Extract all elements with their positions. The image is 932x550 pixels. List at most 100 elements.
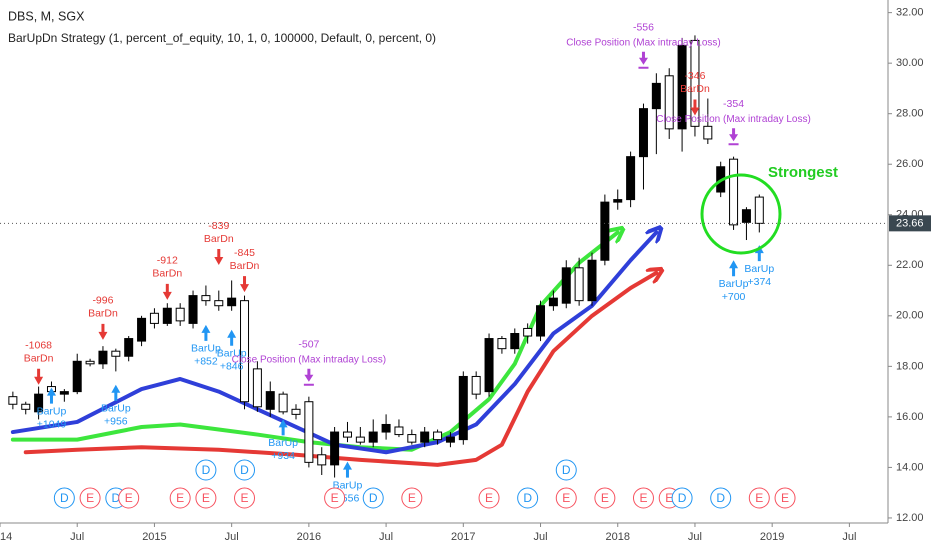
signal-pnl: +374 bbox=[747, 276, 771, 288]
y-tick-label: 22.00 bbox=[896, 259, 924, 271]
signal-pnl: -346 bbox=[684, 70, 705, 82]
candle-body bbox=[98, 350, 108, 365]
candle-body bbox=[317, 454, 327, 466]
candle-body bbox=[111, 350, 121, 357]
event-marker bbox=[671, 487, 693, 509]
candle-body bbox=[381, 423, 391, 433]
candle-body bbox=[252, 368, 262, 408]
last-price-label: 23.66 bbox=[896, 217, 924, 229]
candle-body bbox=[407, 434, 417, 443]
candle-body bbox=[342, 431, 352, 438]
candle-body bbox=[510, 333, 520, 350]
candles bbox=[8, 35, 764, 478]
signal-arrow bbox=[729, 260, 739, 277]
y-tick-label: 18.00 bbox=[896, 360, 924, 372]
event-marker bbox=[774, 487, 796, 509]
event-label: E bbox=[755, 491, 763, 505]
candle-body bbox=[561, 267, 571, 304]
signal-label: BarUp bbox=[101, 403, 131, 415]
signal-label: BarDn bbox=[88, 308, 118, 320]
y-tick-label: 20.00 bbox=[896, 310, 924, 322]
signal-arrow bbox=[111, 384, 121, 401]
signal-pnl: -354 bbox=[723, 98, 744, 110]
signal-label: BarDn bbox=[24, 353, 54, 365]
candle-body bbox=[291, 408, 301, 415]
x-tick-label: 2015 bbox=[142, 531, 166, 543]
x-tick-label: Jul bbox=[70, 531, 84, 543]
candle-body bbox=[741, 209, 751, 223]
signal-pnl: -839 bbox=[208, 220, 229, 232]
annotation: Strongest bbox=[768, 164, 838, 181]
event-label: E bbox=[331, 491, 339, 505]
candle-body bbox=[188, 295, 198, 324]
axes: 12.0014.0016.0018.0020.0022.0024.0026.00… bbox=[0, 7, 931, 543]
drawings bbox=[10, 232, 656, 467]
candle-body bbox=[330, 431, 340, 466]
signal-arrow bbox=[34, 368, 44, 385]
x-tick-label: Jul bbox=[225, 531, 239, 543]
event-label: D bbox=[678, 491, 687, 505]
event-marker bbox=[234, 487, 256, 509]
candle-body bbox=[729, 158, 739, 226]
y-tick-label: 30.00 bbox=[896, 57, 924, 69]
event-marker bbox=[594, 487, 616, 509]
signal-pnl: -996 bbox=[92, 295, 113, 307]
candle-body bbox=[445, 436, 455, 443]
candle-body bbox=[85, 360, 95, 365]
candle-body bbox=[265, 391, 275, 410]
candle-body bbox=[394, 426, 404, 436]
signal-label: BarUp bbox=[744, 263, 774, 275]
event-marker bbox=[517, 487, 539, 509]
candle-body bbox=[703, 125, 713, 140]
signal-arrow bbox=[98, 323, 108, 340]
signal-pnl: -556 bbox=[633, 21, 654, 33]
event-label: D bbox=[202, 463, 211, 477]
signal-label: BarUp bbox=[333, 479, 363, 491]
signal-label: BarUp bbox=[191, 343, 221, 355]
signal-label: BarDn bbox=[230, 260, 260, 272]
candle-body bbox=[484, 338, 494, 393]
chart-title: DBS, M, SGX bbox=[8, 9, 85, 23]
event-marker bbox=[234, 459, 256, 481]
event-marker bbox=[555, 487, 577, 509]
x-tick-label: Jul bbox=[533, 531, 547, 543]
y-tick-label: 26.00 bbox=[896, 158, 924, 170]
event-label: D bbox=[369, 491, 378, 505]
signal-label: Close Position (Max intraday Loss) bbox=[656, 114, 811, 125]
candle-body bbox=[626, 156, 636, 201]
signal-label: BarDn bbox=[152, 268, 182, 280]
signal-pnl: +934 bbox=[271, 450, 295, 462]
signal-arrow bbox=[240, 276, 250, 293]
signal-arrow bbox=[162, 283, 172, 300]
event-label: D bbox=[60, 491, 69, 505]
signal-pnl: +1049 bbox=[37, 418, 67, 430]
signal-arrow bbox=[214, 249, 224, 266]
signal-label: BarUp bbox=[268, 437, 298, 449]
x-tick-label: 2016 bbox=[297, 531, 321, 543]
candle-body bbox=[420, 431, 430, 443]
x-tick-label: 2017 bbox=[451, 531, 475, 543]
signal-arrow bbox=[201, 324, 211, 341]
signal-pnl: -507 bbox=[298, 339, 319, 351]
event-marker bbox=[195, 459, 217, 481]
candle-body bbox=[497, 338, 507, 350]
candle-body bbox=[21, 403, 31, 410]
candle-body bbox=[433, 431, 443, 441]
event-label: E bbox=[202, 491, 210, 505]
signal-arrow bbox=[46, 387, 56, 404]
y-tick-label: 32.00 bbox=[896, 7, 924, 19]
x-tick-label: 2018 bbox=[605, 531, 629, 543]
signal-arrow bbox=[690, 99, 700, 116]
event-marker bbox=[169, 487, 191, 509]
event-label: E bbox=[241, 491, 249, 505]
event-label: E bbox=[86, 491, 94, 505]
candle-body bbox=[59, 391, 69, 395]
signal-label: BarUp bbox=[719, 278, 749, 290]
candle-body bbox=[677, 44, 687, 130]
event-marker bbox=[324, 487, 346, 509]
signal-label: Close Position (Max intraday Loss) bbox=[566, 37, 721, 48]
signal-arrow bbox=[227, 329, 237, 346]
event-label: E bbox=[485, 491, 493, 505]
chart-subtitle: BarUpDn Strategy (1, percent_of_equity, … bbox=[8, 31, 436, 45]
